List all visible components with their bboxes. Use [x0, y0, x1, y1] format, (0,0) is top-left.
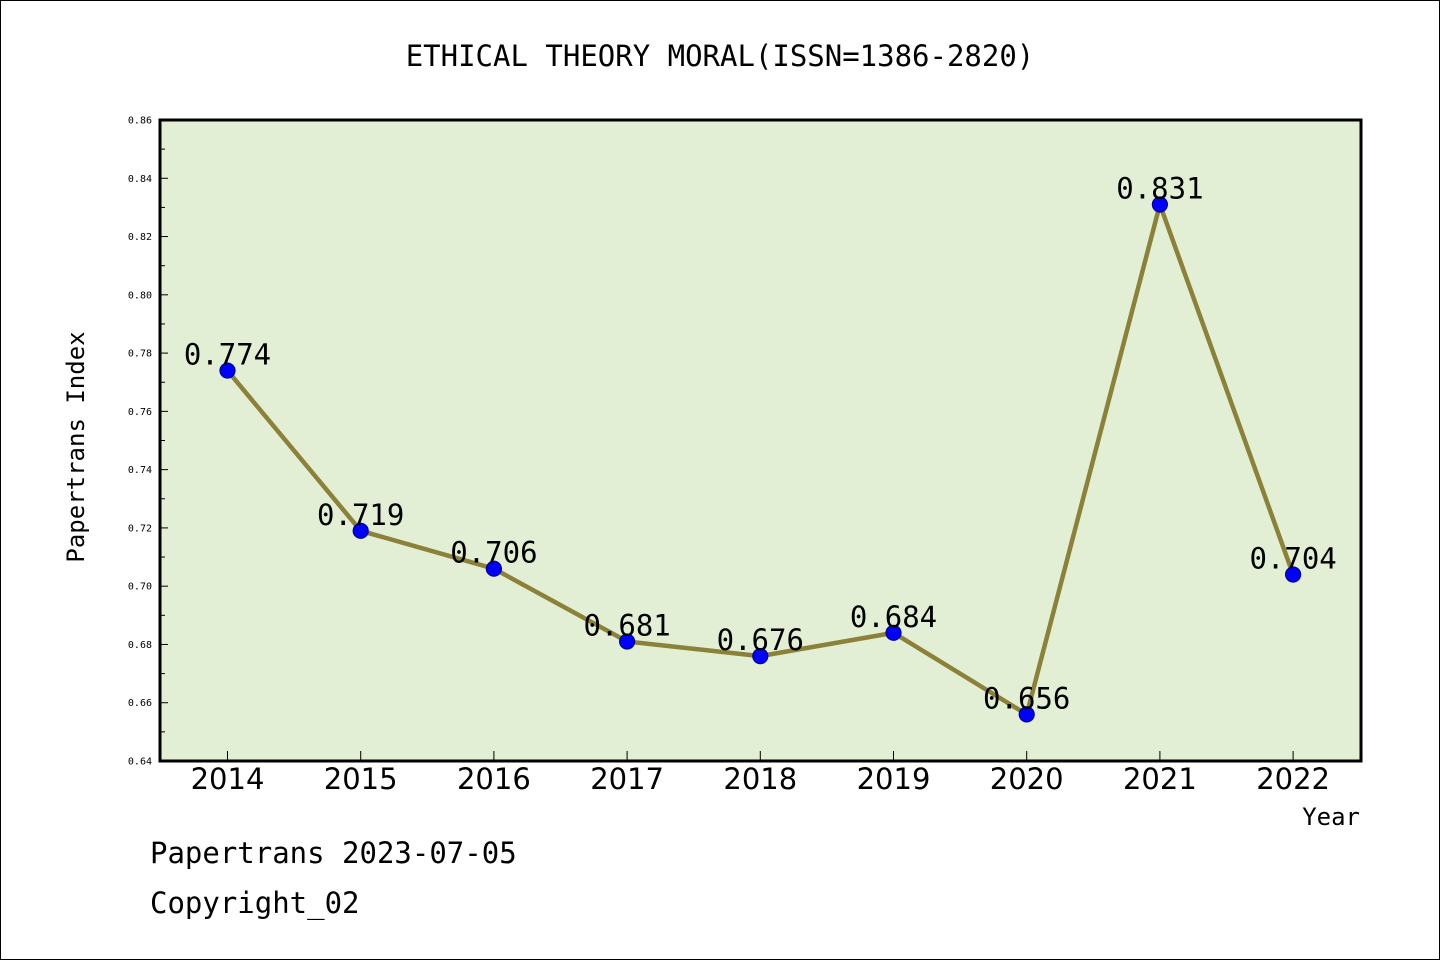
data-label-2019: 0.684	[850, 600, 937, 634]
data-label-2018: 0.676	[717, 623, 804, 657]
y-tick-label: 0.66	[128, 698, 152, 709]
data-label-2020: 0.656	[983, 681, 1070, 715]
data-point-2020	[1018, 706, 1035, 723]
x-tick-label: 2017	[590, 762, 664, 796]
y-tick-label: 0.78	[128, 349, 152, 360]
data-label-2014: 0.774	[184, 338, 271, 372]
data-label-2021: 0.831	[1116, 171, 1203, 205]
y-tick-label: 0.76	[128, 407, 152, 418]
x-axis-label: Year	[1302, 803, 1360, 831]
y-tick-label: 0.68	[128, 640, 152, 651]
data-point-2022	[1284, 566, 1302, 583]
data-label-2017: 0.681	[583, 609, 670, 643]
data-label-2022: 0.704	[1249, 542, 1336, 576]
data-point-2019	[885, 624, 902, 641]
x-tick-label: 2019	[857, 762, 931, 796]
data-point-2017	[618, 633, 636, 650]
y-tick-label: 0.80	[128, 290, 152, 301]
x-tick-label: 2016	[457, 762, 531, 796]
y-tick-label: 0.72	[128, 523, 152, 534]
chart-title: ETHICAL THEORY MORAL(ISSN=1386-2820)	[406, 39, 1035, 73]
y-axis-ticks: 0.64 0.66 0.68 0.70 0.72 0.74 0.76 0.78 0.80 0.82…	[128, 116, 168, 768]
data-point-2021	[1151, 196, 1169, 213]
x-axis-ticks: 2014 2015 2016 2017 2018 2019 2020 2021 2022	[191, 751, 1330, 796]
x-tick-label: 2022	[1256, 762, 1330, 796]
data-point-2016	[485, 560, 502, 577]
data-point-2014	[219, 362, 236, 379]
data-labels: 0.774 0.719 0.706 0.681 0.676 0.684 0.656 0.831…	[184, 171, 1337, 715]
y-tick-label: 0.86	[128, 116, 152, 127]
y-tick-label: 0.70	[128, 582, 152, 593]
plot-area	[158, 118, 1363, 763]
data-point-2015	[352, 522, 369, 539]
data-label-2016: 0.706	[450, 536, 537, 570]
y-tick-label: 0.82	[128, 232, 152, 243]
x-tick-label: 2014	[191, 762, 265, 796]
x-tick-label: 2021	[1123, 762, 1197, 796]
y-tick-label: 0.64	[128, 757, 152, 768]
footer-source: Papertrans 2023-07-05	[150, 836, 517, 870]
data-label-2015: 0.719	[317, 498, 404, 532]
data-markers	[219, 196, 1302, 723]
x-tick-label: 2020	[990, 762, 1064, 796]
footer-copyright: Copyright_02	[150, 886, 360, 920]
y-tick-label: 0.74	[128, 465, 152, 476]
x-tick-label: 2018	[723, 762, 797, 796]
y-axis-label: Papertrans Index	[62, 331, 90, 562]
data-point-2018	[752, 648, 769, 665]
y-tick-label: 0.84	[128, 174, 152, 185]
x-tick-label: 2015	[324, 762, 398, 796]
